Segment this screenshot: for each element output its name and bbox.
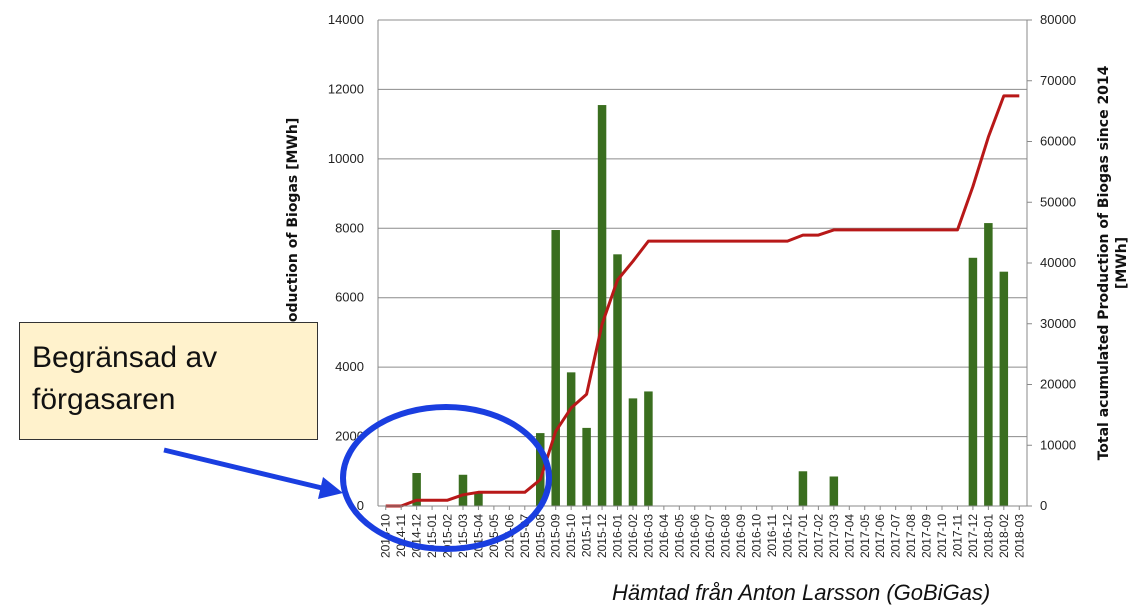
- bar-2015-08: [536, 433, 545, 506]
- left-tick-label: 12000: [328, 81, 364, 96]
- left-tick-label: 4000: [335, 359, 364, 374]
- axes: [377, 20, 1028, 507]
- cumulative-series-line: [385, 94, 1020, 508]
- bar-2016-02: [628, 398, 638, 506]
- bar-2018-01: [984, 223, 993, 507]
- x-tick-label: 2016-11: [765, 514, 779, 557]
- x-tick-label: 2016-10: [750, 514, 764, 558]
- x-tick-label: 2015-09: [549, 514, 563, 558]
- annotation-arrow-shaft: [163, 447, 323, 491]
- x-tick-label: 2014-12: [410, 514, 424, 558]
- x-tick-label: 2015-11: [580, 514, 594, 557]
- cumulative-production-line: [385, 94, 1020, 508]
- monthly-production-bars: [412, 105, 1009, 507]
- bar-2015-11: [582, 427, 591, 506]
- source-note: Hämtad från Anton Larsson (GoBiGas): [612, 580, 991, 605]
- x-tick-label: 2016-07: [703, 514, 717, 558]
- x-tick-label: 2018-01: [981, 514, 995, 558]
- x-tick-label: 2017-09: [920, 514, 934, 558]
- right-tick-label: 40000: [1040, 255, 1076, 270]
- bar-2016-01: [613, 254, 622, 506]
- right-tick-label: 30000: [1040, 316, 1076, 331]
- left-tick-label: 8000: [335, 220, 364, 235]
- left-tick-label: 14000: [328, 12, 364, 27]
- callout-text: Begränsad av förgasaren: [32, 341, 218, 416]
- x-tick-label: 2015-10: [564, 514, 578, 558]
- x-tick-label: 2017-04: [842, 514, 856, 558]
- x-tick-label: 2017-01: [796, 514, 810, 558]
- right-tick-label: 10000: [1040, 437, 1076, 452]
- bar-2015-10: [566, 372, 576, 506]
- x-tick-label: 2017-05: [858, 514, 872, 558]
- bar-2017-03: [829, 476, 839, 506]
- bar-2018-02: [999, 271, 1009, 506]
- x-tick-label: 2017-12: [966, 514, 980, 558]
- bar-2015-12: [597, 105, 607, 507]
- x-tick-label: 2015-04: [471, 514, 485, 558]
- x-tick-label: 2016-03: [641, 514, 655, 558]
- x-tick-label: 2017-02: [811, 514, 825, 558]
- x-tick-label: 2018-03: [1012, 514, 1026, 558]
- x-tick-label: 2015-05: [487, 514, 501, 558]
- right-axis-ticks: 0 10000 20000 30000 40000 50000 60000 70000 8000…: [1027, 12, 1076, 513]
- x-tick-label: 2014-11: [394, 514, 408, 557]
- x-tick-label: 2018-02: [997, 514, 1011, 558]
- right-axis-title-line-2: [MWh]: [1114, 237, 1130, 289]
- x-tick-label: 2016-05: [672, 514, 686, 558]
- bar-2015-03: [458, 474, 468, 506]
- callout-box: Begränsad av förgasaren: [19, 322, 318, 440]
- left-tick-label: 0: [357, 498, 364, 513]
- bar-2017-01: [798, 471, 808, 506]
- x-tick-label: 2016-04: [657, 514, 671, 558]
- bar-2016-03: [644, 391, 653, 506]
- right-tick-label: 70000: [1040, 73, 1076, 88]
- x-tick-label: 2016-06: [688, 514, 702, 558]
- gridlines: [378, 19, 1027, 507]
- x-tick-label: 2015-08: [533, 514, 547, 558]
- bar-2015-04: [474, 492, 483, 506]
- highlight-ellipse: [340, 404, 552, 552]
- bar-2017-12: [968, 257, 978, 506]
- annotation-arrow-head: [318, 477, 343, 499]
- x-tick-label: 2017-07: [889, 514, 903, 558]
- right-tick-label: 50000: [1040, 194, 1076, 209]
- x-tick-label: 2017-06: [873, 514, 887, 558]
- left-tick-label: 10000: [328, 151, 364, 166]
- right-axis-title-line-1: Total acumulated Production of Biogas si…: [1096, 65, 1112, 460]
- x-tick-label: 2016-09: [734, 514, 748, 558]
- right-tick-label: 0: [1040, 498, 1047, 513]
- right-tick-label: 20000: [1040, 377, 1076, 392]
- x-tick-label: 2016-02: [626, 514, 640, 558]
- x-tick-label: 2016-01: [611, 514, 625, 558]
- x-tick-label: 2017-08: [904, 514, 918, 558]
- x-tick-label: 2017-10: [935, 514, 949, 558]
- right-axis-title: Total acumulated Production of Biogas si…: [1096, 65, 1130, 460]
- x-tick-label: 2017-11: [951, 514, 965, 557]
- x-tick-label: 2016-12: [781, 514, 795, 558]
- bar-2014-12: [412, 473, 421, 506]
- left-tick-label: 6000: [335, 290, 364, 305]
- right-tick-label: 60000: [1040, 134, 1076, 149]
- x-tick-label: 2016-08: [719, 514, 733, 558]
- right-tick-label: 80000: [1040, 12, 1076, 27]
- x-tick-label: 2015-12: [595, 514, 609, 558]
- bar-2015-09: [551, 230, 560, 506]
- x-axis-ticks: 2014-10 2014-11 2014-12 2015-01 2015-02 2015-…: [379, 506, 1026, 558]
- x-tick-label: 2017-03: [827, 514, 841, 558]
